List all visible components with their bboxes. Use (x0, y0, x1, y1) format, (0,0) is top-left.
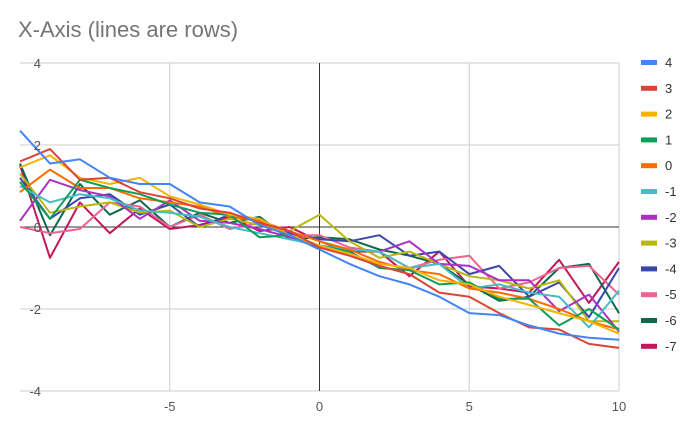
legend-item--6[interactable]: -6 (641, 313, 677, 328)
x-tick-label: 5 (466, 399, 473, 414)
legend-label: -7 (665, 339, 677, 354)
legend-swatch (641, 343, 657, 349)
legend-label: -3 (665, 236, 677, 251)
legend-swatch (641, 266, 657, 272)
legend-swatch (641, 111, 657, 117)
legend-swatch (641, 163, 657, 169)
legend-label: 2 (665, 107, 672, 122)
x-tick-label: -5 (164, 399, 176, 414)
legend-label: -5 (665, 287, 677, 302)
legend-label: -6 (665, 313, 677, 328)
legend[interactable]: 4 3 2 1 0 -1 -2 -3 -4 -5 -6 -7 (641, 55, 677, 354)
legend-label: -4 (665, 261, 677, 276)
legend-swatch (641, 189, 657, 194)
y-tick-label: 0 (34, 220, 41, 235)
legend-swatch (641, 292, 657, 298)
series-line--3[interactable] (19, 173, 619, 323)
legend-item--5[interactable]: -5 (641, 287, 677, 302)
legend-item-0[interactable]: 0 (641, 158, 672, 173)
legend-item-4[interactable]: 4 (641, 55, 672, 70)
axes (20, 63, 619, 391)
y-tick-label: -2 (29, 302, 41, 317)
x-tick-label: 10 (612, 399, 626, 414)
legend-label: -1 (665, 184, 677, 199)
x-tick-labels: -5 0 5 10 (164, 399, 626, 414)
legend-label: 0 (665, 158, 672, 173)
legend-label: -2 (665, 210, 677, 225)
legend-label: 1 (665, 132, 672, 147)
legend-swatch (641, 60, 657, 65)
legend-item--7[interactable]: -7 (641, 339, 677, 354)
legend-swatch (641, 214, 657, 220)
legend-item--3[interactable]: -3 (641, 236, 677, 251)
legend-item-3[interactable]: 3 (641, 81, 672, 96)
legend-label: 3 (665, 81, 672, 96)
y-tick-label: -4 (29, 384, 41, 399)
y-tick-labels: 4 2 0 -2 -4 (29, 56, 41, 399)
legend-item-2[interactable]: 2 (641, 107, 672, 122)
legend-swatch (641, 137, 657, 143)
legend-item-1[interactable]: 1 (641, 132, 672, 147)
series-line-0[interactable] (19, 168, 620, 331)
x-tick-label: 0 (316, 399, 323, 414)
y-tick-label: 4 (34, 56, 41, 71)
legend-item--2[interactable]: -2 (641, 210, 677, 225)
legend-item--1[interactable]: -1 (641, 184, 677, 199)
legend-swatch (641, 85, 657, 91)
legend-swatch (641, 240, 657, 246)
legend-label: 4 (665, 55, 672, 70)
series-line-4[interactable] (19, 130, 620, 341)
series-lines (19, 130, 620, 349)
chart-title: X-Axis (lines are rows) (18, 17, 238, 42)
y-tick-label: 2 (34, 138, 41, 153)
legend-item--4[interactable]: -4 (641, 261, 677, 276)
legend-swatch (641, 318, 657, 323)
